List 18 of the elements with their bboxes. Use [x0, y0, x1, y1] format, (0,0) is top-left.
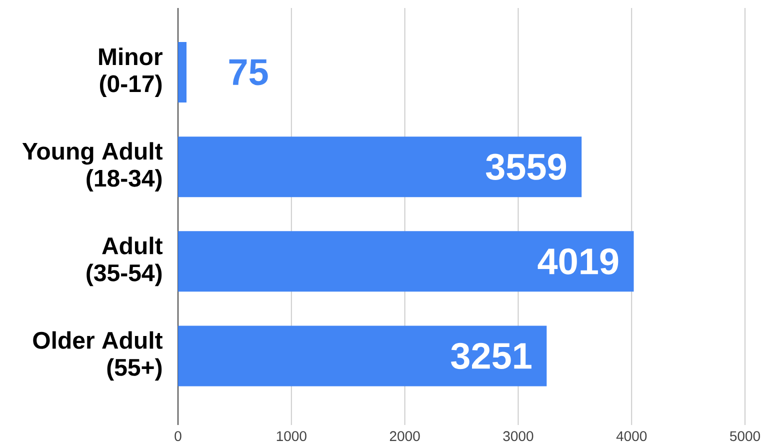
- x-tick-label: 2000: [390, 431, 420, 442]
- data-label: 75: [229, 59, 268, 86]
- y-tick-label: Minor (0-17): [99, 48, 162, 97]
- data-label: 3251: [451, 342, 532, 370]
- bar: [178, 231, 634, 292]
- x-tick-label: 1000: [276, 431, 306, 442]
- bar: [178, 136, 582, 198]
- x-tick-label: 3000: [503, 431, 534, 442]
- data-label: 3559: [486, 154, 566, 180]
- bar: [178, 42, 187, 103]
- x-tick-label: 0: [174, 431, 182, 442]
- y-tick-label: Adult (35-54): [86, 236, 163, 286]
- y-tick-label: Older Adult (55+): [33, 331, 163, 381]
- x-tick-label: 5000: [730, 431, 760, 442]
- data-label: 4019: [538, 248, 618, 274]
- x-tick-label: 4000: [616, 431, 647, 442]
- y-tick-label: Young Adult (18-34): [22, 142, 163, 192]
- bar: [178, 326, 547, 386]
